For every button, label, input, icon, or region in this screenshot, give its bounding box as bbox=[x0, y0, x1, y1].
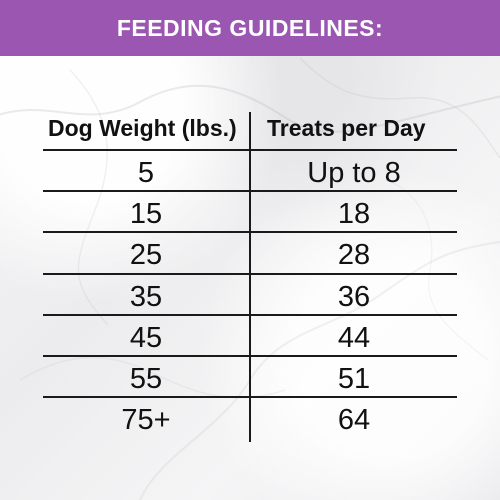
table-row: 15 18 bbox=[43, 193, 457, 233]
table-row: 5 Up to 8 bbox=[43, 152, 457, 192]
treats-cell: 51 bbox=[337, 363, 371, 395]
treats-cell: Up to 8 bbox=[307, 157, 401, 189]
table-rule bbox=[43, 273, 457, 275]
column-divider bbox=[249, 112, 251, 442]
treats-per-day-column-header: Treats per Day bbox=[267, 115, 426, 141]
treats-cell: 28 bbox=[337, 239, 371, 271]
table-rule bbox=[43, 314, 457, 316]
table-rule bbox=[43, 355, 457, 357]
weight-cell: 15 bbox=[129, 198, 163, 230]
table-rule bbox=[43, 190, 457, 192]
table-row: 35 36 bbox=[43, 276, 457, 316]
table-row: 75+ 64 bbox=[43, 399, 457, 439]
feeding-guidelines-banner: FEEDING GUIDELINES: bbox=[0, 0, 500, 56]
weight-cell: 55 bbox=[129, 363, 163, 395]
page-title: FEEDING GUIDELINES: bbox=[116, 14, 384, 41]
table-header-row: Dog Weight (lbs.) Treats per Day bbox=[43, 112, 457, 150]
treats-cell: 64 bbox=[337, 404, 371, 436]
weight-cell: 75+ bbox=[121, 404, 171, 436]
weight-cell: 25 bbox=[129, 239, 163, 271]
weight-cell: 45 bbox=[129, 322, 163, 354]
table-rule-header bbox=[43, 149, 457, 151]
treats-cell: 18 bbox=[337, 198, 371, 230]
weight-cell: 5 bbox=[137, 157, 155, 189]
table-rule bbox=[43, 231, 457, 233]
feeding-guidelines-table: Dog Weight (lbs.) Treats per Day 5 Up to… bbox=[43, 112, 457, 454]
treats-cell: 44 bbox=[337, 322, 371, 354]
table-rule bbox=[43, 396, 457, 398]
table-row: 55 51 bbox=[43, 358, 457, 398]
dog-weight-column-header: Dog Weight (lbs.) bbox=[48, 115, 237, 141]
treats-cell: 36 bbox=[337, 281, 371, 313]
weight-cell: 35 bbox=[129, 281, 163, 313]
table-row: 25 28 bbox=[43, 234, 457, 274]
table-row: 45 44 bbox=[43, 317, 457, 357]
